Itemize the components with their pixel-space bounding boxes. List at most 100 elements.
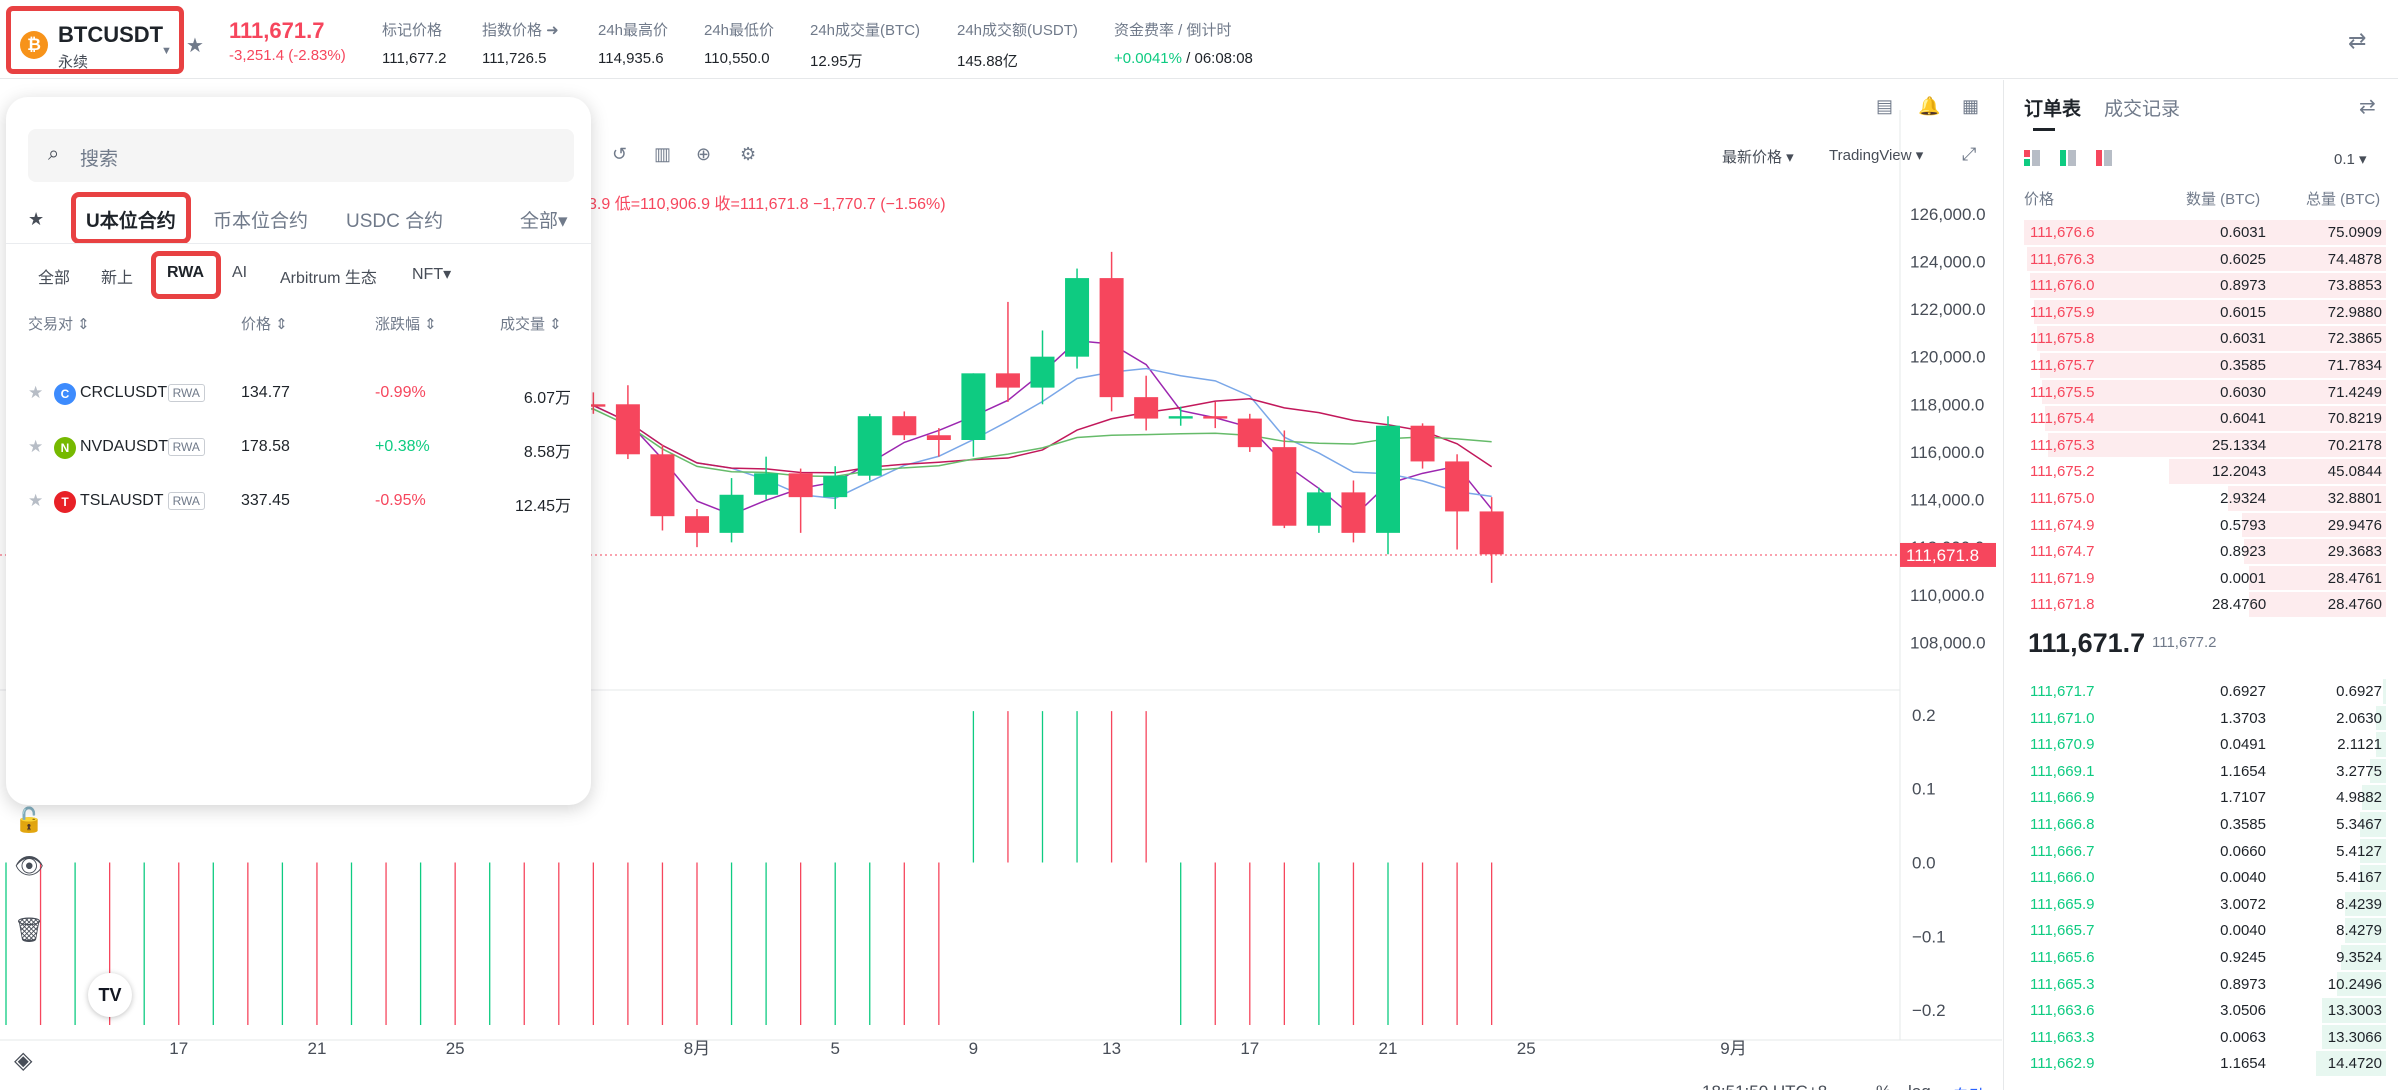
depth-bar: [2044, 406, 2386, 431]
auto-scale-toggle[interactable]: 自动: [1952, 1082, 1986, 1090]
favorite-star-icon[interactable]: ★: [28, 383, 44, 402]
subtab-new[interactable]: 新上: [101, 270, 134, 287]
ma-line: [558, 407, 1492, 478]
col-volume[interactable]: 成交量 ⇕: [500, 316, 562, 333]
add-indicator-icon[interactable]: ⊕: [696, 144, 712, 164]
bid-row[interactable]: 111,662.9 1.1654 14.4720: [2024, 1050, 2386, 1077]
ask-row[interactable]: 111,675.2 12.2043 45.0844: [2024, 458, 2386, 485]
search-input[interactable]: ⌕ 搜索: [28, 129, 574, 182]
trash-icon[interactable]: 🗑: [14, 917, 45, 944]
chart-settings-icon[interactable]: ⚙: [740, 144, 757, 164]
subtab-arbitrum[interactable]: Arbitrum 生态: [280, 270, 377, 287]
col-price[interactable]: 价格 ⇕: [241, 316, 288, 333]
favorite-star-icon[interactable]: ★: [186, 35, 204, 57]
funding-rate: +0.0041%: [1114, 50, 1182, 67]
subtab-nft[interactable]: NFT▾: [412, 266, 452, 283]
ask-qty: 12.2043: [2212, 463, 2267, 481]
stat-index-price[interactable]: 指数价格 ➜ 111,726.5: [482, 22, 559, 67]
subtab-rwa[interactable]: RWA: [167, 264, 205, 281]
ma-line: [558, 340, 1493, 518]
layout-both-icon[interactable]: [2024, 150, 2040, 166]
ask-row[interactable]: 111,675.5 0.6030 71.4249: [2024, 379, 2386, 406]
ask-total: 29.3683: [2327, 543, 2382, 561]
ask-row[interactable]: 111,675.4 0.6041 70.8219: [2024, 405, 2386, 432]
ask-row[interactable]: 111,676.0 0.8973 73.8853: [2024, 272, 2386, 299]
favorite-star-icon[interactable]: ★: [28, 437, 44, 456]
tab-coin-m[interactable]: 币本位合约: [213, 211, 309, 232]
tab-usdc[interactable]: USDC 合约: [346, 211, 444, 232]
ask-row[interactable]: 111,671.9 0.0001 28.4761: [2024, 565, 2386, 592]
subtab-ai[interactable]: AI: [232, 264, 248, 281]
bid-row[interactable]: 111,666.7 0.0660 5.4127: [2024, 838, 2386, 865]
layout-grid-icon[interactable]: ▦: [1962, 96, 1980, 116]
favorites-star-icon[interactable]: ★: [28, 209, 45, 229]
layout-bids-icon[interactable]: [2060, 150, 2076, 166]
bid-total: 9.3524: [2336, 949, 2382, 966]
depth-bar: [2361, 785, 2386, 810]
subtab-all[interactable]: 全部: [38, 270, 71, 287]
ask-row[interactable]: 111,675.7 0.3585 71.7834: [2024, 352, 2386, 379]
tab-highlight: [71, 192, 191, 244]
ask-row[interactable]: 111,676.3 0.6025 74.4878: [2024, 246, 2386, 273]
col-pair[interactable]: 交易对 ⇕: [28, 316, 90, 333]
ask-row[interactable]: 111,676.6 0.6031 75.0909: [2024, 219, 2386, 246]
pair-row[interactable]: ★ T TSLAUSDT RWA 337.45 -0.95% 12.45万: [6, 477, 591, 529]
precision-select[interactable]: 0.1 ▾: [2334, 151, 2367, 168]
pair-row[interactable]: ★ C CRCLUSDT RWA 134.77 -0.99% 6.07万: [6, 369, 591, 421]
ask-row[interactable]: 111,671.8 28.4760 28.4760: [2024, 591, 2386, 618]
ask-row[interactable]: 111,674.7 0.8923 29.3683: [2024, 538, 2386, 565]
all-filter-select[interactable]: 全部▾: [520, 211, 568, 232]
bid-row[interactable]: 111,671.0 1.3703 2.0630: [2024, 705, 2386, 732]
ask-row[interactable]: 111,675.3 25.1334 70.2178: [2024, 432, 2386, 459]
eye-icon[interactable]: 👁: [14, 853, 45, 880]
alert-bell-icon[interactable]: 🔔: [1918, 96, 1941, 116]
bid-row[interactable]: 111,663.3 0.0063 13.3066: [2024, 1024, 2386, 1051]
tab-trades[interactable]: 成交记录: [2104, 99, 2181, 120]
bid-qty: 1.1654: [2220, 762, 2266, 780]
settings-sliders-icon[interactable]: ⇄: [2359, 96, 2376, 118]
price-type-select[interactable]: 最新价格 ▾: [1722, 149, 1794, 166]
candlestick-chart[interactable]: 126,000.0 124,000.0 122,000.0 120,000.0 118,…: [0, 80, 2002, 1090]
bid-total: 8.4239: [2336, 895, 2382, 913]
depth-bar: [2024, 220, 2386, 245]
bid-row[interactable]: 111,665.6 0.9245 9.3524: [2024, 944, 2386, 971]
tradingview-logo[interactable]: TV: [88, 973, 132, 1017]
percent-scale-toggle[interactable]: %: [1876, 1082, 1891, 1090]
layers-icon[interactable]: ◈: [14, 1047, 33, 1074]
ask-row[interactable]: 111,674.9 0.5793 29.9476: [2024, 512, 2386, 539]
ask-price: 111,675.9: [2030, 303, 2095, 321]
bid-row[interactable]: 111,666.8 0.3585 5.3467: [2024, 811, 2386, 838]
ask-total: 70.2178: [2327, 436, 2382, 454]
bid-row[interactable]: 111,669.1 1.1654 3.2775: [2024, 758, 2386, 785]
macd-tick-label: 0.2: [1912, 706, 1936, 725]
tab-usdt-m[interactable]: U本位合约: [86, 211, 176, 232]
ask-row[interactable]: 111,675.9 0.6015 72.9880: [2024, 299, 2386, 326]
pair-row[interactable]: ★ N NVDAUSDT RWA 178.58 +0.38% 8.58万: [6, 423, 591, 475]
bid-row[interactable]: 111,665.9 3.0072 8.4239: [2024, 891, 2386, 918]
bid-price: 111,670.9: [2030, 736, 2095, 754]
bid-row[interactable]: 111,671.7 0.6927 0.6927: [2024, 678, 2386, 705]
bid-row[interactable]: 111,665.7 0.0040 8.4279: [2024, 917, 2386, 944]
symbol-selector[interactable]: ₿ BTCUSDT 永续 ▼: [6, 6, 184, 74]
bid-row[interactable]: 111,663.6 3.0506 13.3003: [2024, 997, 2386, 1024]
fullscreen-icon[interactable]: ⤢: [1962, 144, 1977, 164]
unlock-icon[interactable]: 🔓: [14, 807, 44, 834]
undo-icon[interactable]: ↺: [612, 144, 628, 164]
depth-bar: [2227, 486, 2386, 511]
ask-row[interactable]: 111,675.8 0.6031 72.3865: [2024, 325, 2386, 352]
favorite-star-icon[interactable]: ★: [28, 491, 44, 510]
bid-row[interactable]: 111,670.9 0.0491 2.1121: [2024, 731, 2386, 758]
ask-row[interactable]: 111,675.0 2.9324 32.8801: [2024, 485, 2386, 512]
col-change[interactable]: 涨跌幅 ⇕: [375, 316, 437, 333]
ask-price: 111,675.4: [2030, 410, 2095, 428]
notes-icon[interactable]: ▤: [1876, 96, 1894, 116]
layout-asks-icon[interactable]: [2096, 150, 2112, 166]
bid-row[interactable]: 111,665.3 0.8973 10.2496: [2024, 971, 2386, 998]
bid-row[interactable]: 111,666.9 1.7107 4.9882: [2024, 784, 2386, 811]
bid-row[interactable]: 111,666.0 0.0040 5.4167: [2024, 864, 2386, 891]
settings-sliders-icon[interactable]: ⇄: [2348, 28, 2367, 53]
calendar-icon[interactable]: ▥: [654, 144, 672, 164]
candle-body: [892, 416, 917, 436]
tab-order-book[interactable]: 订单表: [2024, 99, 2082, 120]
log-scale-toggle[interactable]: log: [1908, 1082, 1931, 1090]
